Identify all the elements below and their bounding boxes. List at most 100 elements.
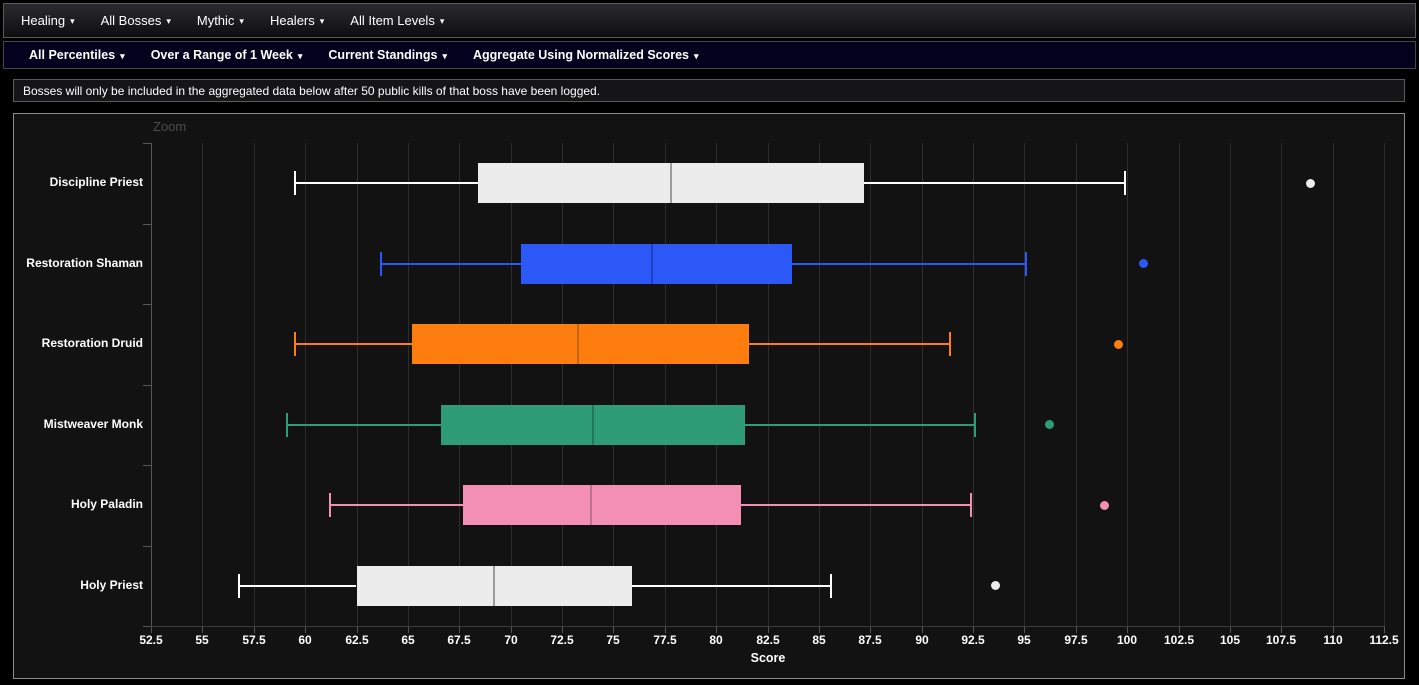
y-axis-tick — [143, 224, 151, 225]
outlier-dot-holy-paladin[interactable] — [1100, 501, 1109, 510]
category-label-restoration-shaman: Restoration Shaman — [18, 256, 143, 271]
whisker-cap-high-restoration-shaman — [1025, 252, 1027, 276]
whisker-cap-low-mistweaver-monk — [286, 413, 288, 437]
whisker-cap-high-holy-priest — [830, 574, 832, 598]
x-tick-label: 87.5 — [840, 633, 900, 647]
x-gridline — [870, 143, 871, 626]
whisker-cap-low-restoration-druid — [294, 332, 296, 356]
x-tick-label: 95 — [994, 633, 1054, 647]
menu-healing[interactable]: Healing ▾ — [8, 13, 88, 28]
x-axis-tick — [562, 626, 563, 633]
nav-item-label: Over a Range of 1 Week — [151, 48, 293, 62]
x-axis-tick — [151, 626, 152, 633]
whisker-line-high-discipline-priest — [864, 182, 1125, 184]
x-gridline — [459, 143, 460, 626]
filter-all-percentiles[interactable]: All Percentiles ▾ — [16, 48, 138, 62]
whisker-line-low-discipline-priest — [295, 182, 478, 184]
x-gridline — [562, 143, 563, 626]
median-line-discipline-priest — [670, 163, 672, 203]
menu-healers[interactable]: Healers ▾ — [257, 13, 337, 28]
median-line-mistweaver-monk — [592, 405, 594, 445]
x-gridline — [973, 143, 974, 626]
notice-text: Bosses will only be included in the aggr… — [23, 84, 600, 98]
caret-down-icon: ▾ — [239, 17, 244, 26]
whisker-line-high-mistweaver-monk — [745, 424, 975, 426]
caret-down-icon: ▾ — [442, 52, 447, 61]
x-axis-tick — [819, 626, 820, 633]
nav-item-label: All Item Levels — [350, 13, 435, 28]
whisker-cap-low-holy-priest — [238, 574, 240, 598]
x-tick-label: 55 — [172, 633, 232, 647]
x-axis-tick — [511, 626, 512, 633]
menu-all-item-levels[interactable]: All Item Levels ▾ — [337, 13, 457, 28]
whisker-line-high-restoration-druid — [749, 343, 950, 345]
median-line-restoration-druid — [577, 324, 579, 364]
nav-item-label: All Percentiles — [29, 48, 115, 62]
y-axis-tick — [143, 546, 151, 547]
nav-item-label: Healing — [21, 13, 65, 28]
x-axis-tick — [459, 626, 460, 633]
x-tick-label: 107.5 — [1251, 633, 1311, 647]
x-axis-tick — [665, 626, 666, 633]
whisker-cap-high-discipline-priest — [1124, 171, 1126, 195]
x-gridline — [1333, 143, 1334, 626]
x-axis-tick — [408, 626, 409, 633]
whisker-cap-low-restoration-shaman — [380, 252, 382, 276]
x-tick-label: 60 — [275, 633, 335, 647]
median-line-holy-priest — [493, 566, 495, 606]
y-axis-line — [151, 143, 152, 626]
whisker-line-high-holy-priest — [632, 585, 831, 587]
filter-current-standings[interactable]: Current Standings▾ — [315, 48, 460, 62]
x-axis-tick — [305, 626, 306, 633]
x-gridline — [1024, 143, 1025, 626]
caret-down-icon: ▾ — [120, 52, 125, 61]
whisker-line-low-restoration-druid — [295, 343, 412, 345]
nav-item-label: All Bosses — [101, 13, 162, 28]
caret-down-icon: ▾ — [440, 17, 445, 26]
x-gridline — [819, 143, 820, 626]
whisker-cap-low-discipline-priest — [294, 171, 296, 195]
x-tick-label: 100 — [1097, 633, 1157, 647]
x-axis-tick — [1281, 626, 1282, 633]
whisker-line-high-holy-paladin — [741, 504, 971, 506]
caret-down-icon: ▾ — [320, 17, 325, 26]
box-restoration-shaman[interactable] — [521, 244, 792, 284]
whisker-cap-high-mistweaver-monk — [974, 413, 976, 437]
menu-mythic[interactable]: Mythic▾ — [184, 13, 257, 28]
secondary-toolbar: All Percentiles▾Over a Range of 1 Week▾C… — [3, 41, 1416, 69]
x-gridline — [357, 143, 358, 626]
x-tick-label: 67.5 — [429, 633, 489, 647]
category-label-holy-paladin: Holy Paladin — [18, 497, 143, 512]
box-restoration-druid[interactable] — [412, 324, 749, 364]
x-gridline — [922, 143, 923, 626]
caret-down-icon: ▾ — [694, 52, 699, 61]
category-label-restoration-druid: Restoration Druid — [18, 336, 143, 351]
outlier-dot-mistweaver-monk[interactable] — [1045, 420, 1054, 429]
nav-item-label: Healers — [270, 13, 315, 28]
caret-down-icon: ▾ — [298, 52, 303, 61]
x-tick-label: 80 — [686, 633, 746, 647]
median-line-restoration-shaman — [651, 244, 653, 284]
y-axis-tick — [143, 385, 151, 386]
filter-over-a-range-of-1-week[interactable]: Over a Range of 1 Week ▾ — [138, 48, 316, 62]
x-axis-tick — [1384, 626, 1385, 633]
whisker-line-low-restoration-shaman — [381, 263, 521, 265]
menu-all-bosses[interactable]: All Bosses▾ — [88, 13, 184, 28]
x-gridline — [1127, 143, 1128, 626]
x-gridline — [202, 143, 203, 626]
caret-down-icon: ▾ — [70, 17, 75, 26]
category-label-holy-priest: Holy Priest — [18, 578, 143, 593]
x-axis-line — [151, 626, 1384, 627]
filter-aggregate-using-normalized-scores[interactable]: Aggregate Using Normalized Scores▾ — [460, 48, 712, 62]
outlier-dot-discipline-priest[interactable] — [1306, 179, 1315, 188]
x-gridline — [1384, 143, 1385, 626]
x-gridline — [254, 143, 255, 626]
chart-panel: Zoom Score 52.55557.56062.56567.57072.57… — [13, 113, 1405, 679]
box-holy-paladin[interactable] — [463, 485, 740, 525]
primary-toolbar: Healing▾All Bosses▾Mythic▾Healers▾All It… — [3, 3, 1416, 38]
x-gridline — [1281, 143, 1282, 626]
y-axis-tick — [143, 626, 151, 627]
x-axis-tick — [1076, 626, 1077, 633]
whisker-cap-high-holy-paladin — [970, 493, 972, 517]
category-label-mistweaver-monk: Mistweaver Monk — [18, 417, 143, 432]
